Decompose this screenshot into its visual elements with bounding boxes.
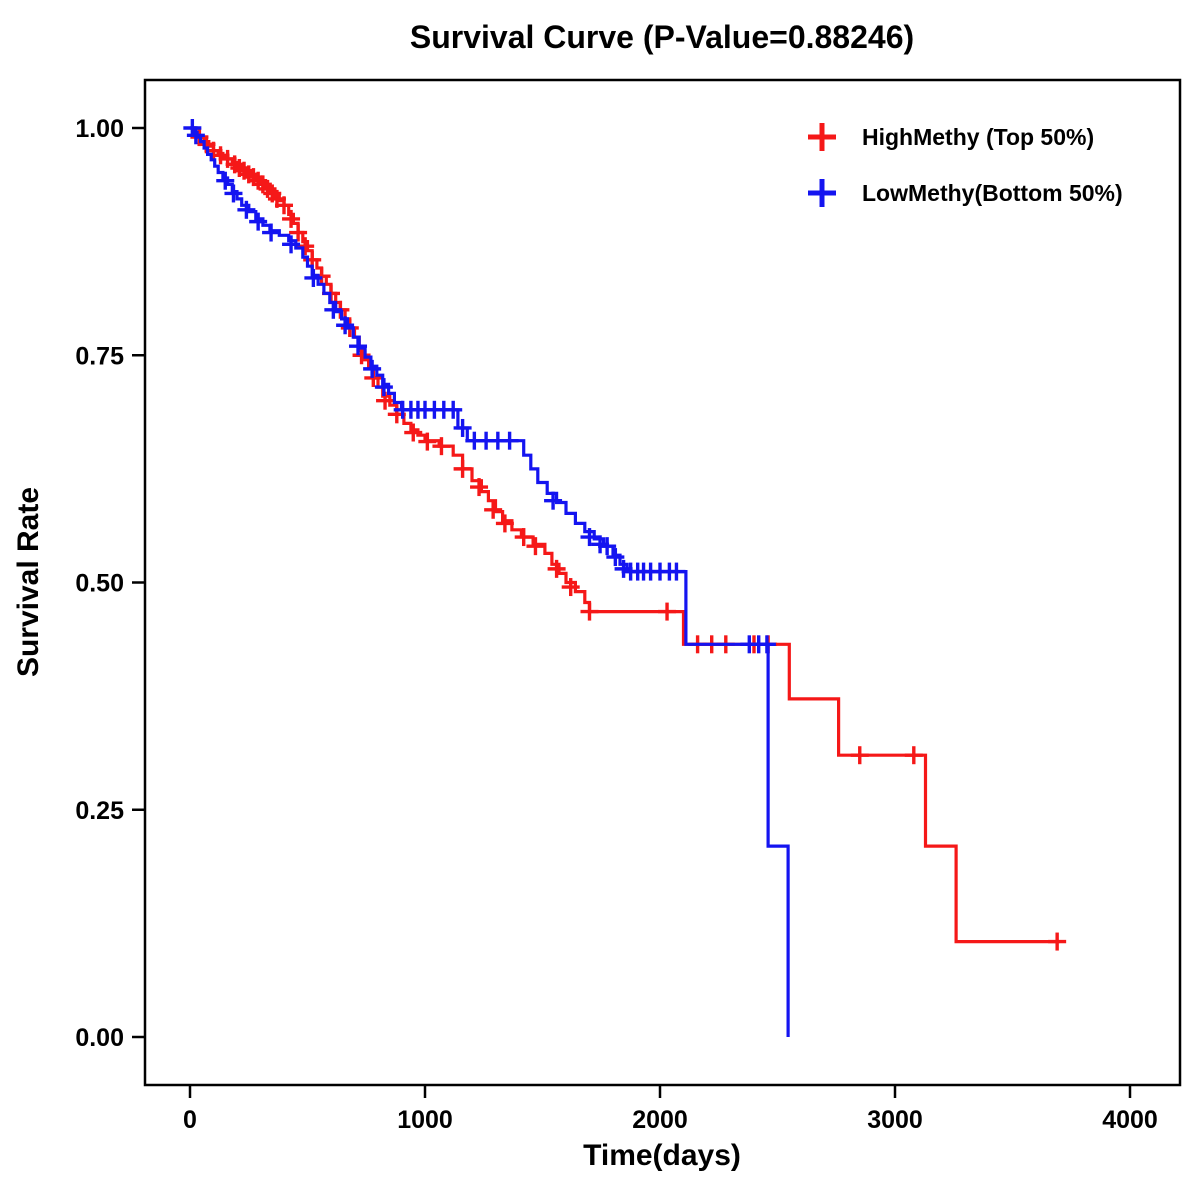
- legend-item: LowMethy(Bottom 50%): [808, 179, 1123, 207]
- y-axis-label: Survival Rate: [12, 487, 45, 677]
- censor-marks-low-methy: [183, 119, 776, 654]
- legend-item: HighMethy (Top 50%): [808, 123, 1094, 151]
- x-tick-label: 1000: [397, 1106, 453, 1134]
- y-tick-label: 0.25: [75, 797, 124, 825]
- y-tick-label: 0.00: [75, 1024, 124, 1052]
- x-axis-label: Time(days): [583, 1139, 741, 1172]
- x-tick-label: 0: [183, 1106, 197, 1134]
- legend-label: HighMethy (Top 50%): [862, 124, 1094, 150]
- x-tick-label: 4000: [1102, 1106, 1158, 1134]
- axis-ticks: 0 1000 2000 3000 4000 0.00 0.25 0.50 0.75 1.00: [75, 115, 1157, 1134]
- y-tick-label: 0.50: [75, 570, 124, 598]
- legend-label: LowMethy(Bottom 50%): [862, 180, 1123, 206]
- chart-legend: HighMethy (Top 50%) LowMethy(Bottom 50%): [808, 123, 1123, 207]
- y-tick-label: 0.75: [75, 342, 124, 370]
- x-tick-label: 3000: [867, 1106, 923, 1134]
- y-tick-label: 1.00: [75, 115, 124, 143]
- plot-area-border: [143, 78, 1182, 1087]
- chart-title: Survival Curve (P-Value=0.88246): [410, 19, 914, 55]
- survival-curve-low-methy: [190, 126, 790, 1037]
- censor-marks-high-methy: [190, 128, 1067, 951]
- survival-curves: [183, 119, 1067, 1037]
- survival-curve-high-methy: [190, 126, 1060, 944]
- x-tick-label: 2000: [632, 1106, 688, 1134]
